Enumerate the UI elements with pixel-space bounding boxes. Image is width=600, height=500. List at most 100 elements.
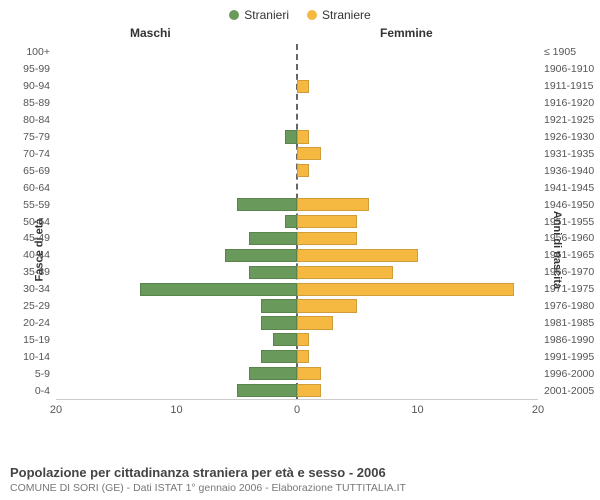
male-bar — [237, 384, 297, 397]
age-label: 25-29 — [6, 300, 56, 312]
birth-year-label: 1921-1925 — [538, 114, 596, 126]
age-row: 45-491956-1960 — [56, 230, 538, 247]
age-row: 70-741931-1935 — [56, 145, 538, 162]
female-bar — [297, 299, 357, 312]
male-half — [56, 61, 297, 78]
birth-year-label: 1996-2000 — [538, 368, 596, 380]
female-half — [297, 112, 538, 129]
male-half — [56, 281, 297, 298]
birth-year-label: 1911-1915 — [538, 80, 596, 92]
x-tick: 20 — [50, 404, 62, 416]
x-tick: 0 — [294, 404, 300, 416]
male-half — [56, 179, 297, 196]
age-row: 15-191986-1990 — [56, 331, 538, 348]
female-half — [297, 365, 538, 382]
age-row: 85-891916-1920 — [56, 95, 538, 112]
male-half — [56, 129, 297, 146]
birth-year-label: 1951-1955 — [538, 216, 596, 228]
male-bar — [285, 215, 297, 228]
birth-year-label: 1966-1970 — [538, 266, 596, 278]
age-label: 100+ — [6, 46, 56, 58]
age-label: 45-49 — [6, 232, 56, 244]
bar-rows: 100+≤ 190595-991906-191090-941911-191585… — [56, 44, 538, 399]
female-bar — [297, 333, 309, 346]
age-row: 65-691936-1940 — [56, 162, 538, 179]
birth-year-label: 2001-2005 — [538, 385, 596, 397]
female-bar — [297, 80, 309, 93]
birth-year-label: 1971-1975 — [538, 283, 596, 295]
age-label: 70-74 — [6, 148, 56, 160]
male-half — [56, 213, 297, 230]
female-bar — [297, 215, 357, 228]
legend-label-female: Straniere — [322, 8, 371, 22]
male-bar — [140, 283, 297, 296]
chart-footer: Popolazione per cittadinanza straniera p… — [10, 465, 590, 494]
age-label: 30-34 — [6, 283, 56, 295]
age-row: 60-641941-1945 — [56, 179, 538, 196]
female-bar — [297, 232, 357, 245]
age-row: 55-591946-1950 — [56, 196, 538, 213]
pyramid-chart: 100+≤ 190595-991906-191090-941911-191585… — [56, 44, 538, 422]
female-half — [297, 230, 538, 247]
age-label: 65-69 — [6, 165, 56, 177]
header-male: Maschi — [130, 26, 171, 40]
age-label: 60-64 — [6, 182, 56, 194]
age-row: 25-291976-1980 — [56, 298, 538, 315]
male-half — [56, 315, 297, 332]
birth-year-label: 1991-1995 — [538, 351, 596, 363]
male-bar — [237, 198, 297, 211]
age-row: 50-541951-1955 — [56, 213, 538, 230]
footer-title: Popolazione per cittadinanza straniera p… — [10, 465, 590, 480]
male-half — [56, 382, 297, 399]
female-bar — [297, 147, 321, 160]
plot-area: 100+≤ 190595-991906-191090-941911-191585… — [56, 44, 538, 400]
age-label: 40-44 — [6, 249, 56, 261]
male-half — [56, 348, 297, 365]
footer-subtitle: COMUNE DI SORI (GE) - Dati ISTAT 1° genn… — [10, 482, 590, 494]
male-bar — [261, 350, 297, 363]
female-half — [297, 78, 538, 95]
x-tick: 10 — [411, 404, 423, 416]
female-half — [297, 247, 538, 264]
male-bar — [249, 232, 297, 245]
age-row: 100+≤ 1905 — [56, 44, 538, 61]
birth-year-label: ≤ 1905 — [538, 46, 596, 58]
x-tick: 10 — [170, 404, 182, 416]
female-bar — [297, 198, 369, 211]
legend-item-female: Straniere — [307, 8, 371, 22]
male-half — [56, 230, 297, 247]
age-label: 80-84 — [6, 114, 56, 126]
female-bar — [297, 384, 321, 397]
birth-year-label: 1956-1960 — [538, 232, 596, 244]
legend-swatch-female — [307, 10, 317, 20]
birth-year-label: 1931-1935 — [538, 148, 596, 160]
male-half — [56, 145, 297, 162]
female-bar — [297, 266, 393, 279]
age-row: 20-241981-1985 — [56, 315, 538, 332]
male-half — [56, 331, 297, 348]
x-tick: 20 — [532, 404, 544, 416]
birth-year-label: 1926-1930 — [538, 131, 596, 143]
male-half — [56, 196, 297, 213]
male-half — [56, 95, 297, 112]
age-label: 5-9 — [6, 368, 56, 380]
legend-item-male: Stranieri — [229, 8, 289, 22]
female-half — [297, 44, 538, 61]
age-row: 95-991906-1910 — [56, 61, 538, 78]
birth-year-label: 1906-1910 — [538, 63, 596, 75]
column-headers: Maschi Femmine — [0, 26, 600, 44]
female-half — [297, 129, 538, 146]
female-half — [297, 315, 538, 332]
female-half — [297, 264, 538, 281]
age-label: 90-94 — [6, 80, 56, 92]
male-bar — [249, 367, 297, 380]
age-row: 90-941911-1915 — [56, 78, 538, 95]
male-half — [56, 264, 297, 281]
female-bar — [297, 283, 514, 296]
x-axis: 201001020 — [56, 400, 538, 422]
age-row: 10-141991-1995 — [56, 348, 538, 365]
age-label: 35-39 — [6, 266, 56, 278]
age-row: 30-341971-1975 — [56, 281, 538, 298]
birth-year-label: 1976-1980 — [538, 300, 596, 312]
age-label: 15-19 — [6, 334, 56, 346]
